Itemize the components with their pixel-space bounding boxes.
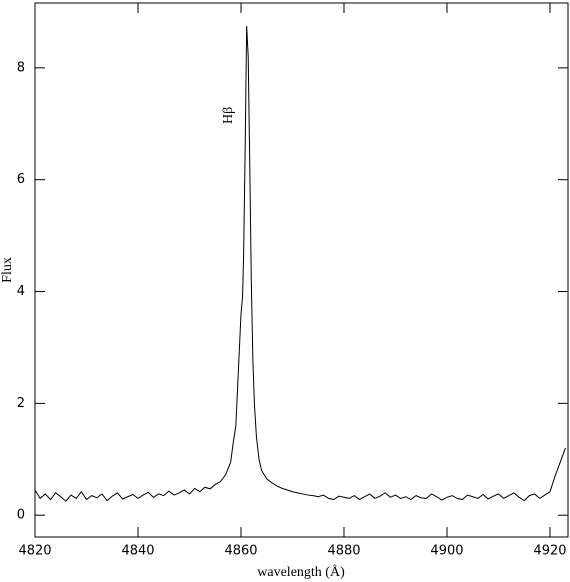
y-tick-label: 2 xyxy=(17,396,25,411)
spectrum-line xyxy=(34,25,566,502)
x-tick-label: 4820 xyxy=(18,544,51,559)
y-axis-label: Flux xyxy=(0,257,15,283)
x-tick-label: 4860 xyxy=(224,544,257,559)
y-tick-label: 0 xyxy=(17,508,25,523)
x-axis-label: wavelength (Å) xyxy=(257,564,345,580)
annotation: Hβ xyxy=(221,107,236,124)
x-tick-label: 4920 xyxy=(533,544,566,559)
y-tick-label: 4 xyxy=(17,284,25,299)
y-tick-label: 6 xyxy=(17,172,25,187)
y-tick-label: 8 xyxy=(17,60,25,75)
x-tick-label: 4900 xyxy=(430,544,463,559)
plot-frame xyxy=(34,2,569,538)
x-tick-label: 4880 xyxy=(327,544,360,559)
x-tick-label: 4840 xyxy=(121,544,154,559)
